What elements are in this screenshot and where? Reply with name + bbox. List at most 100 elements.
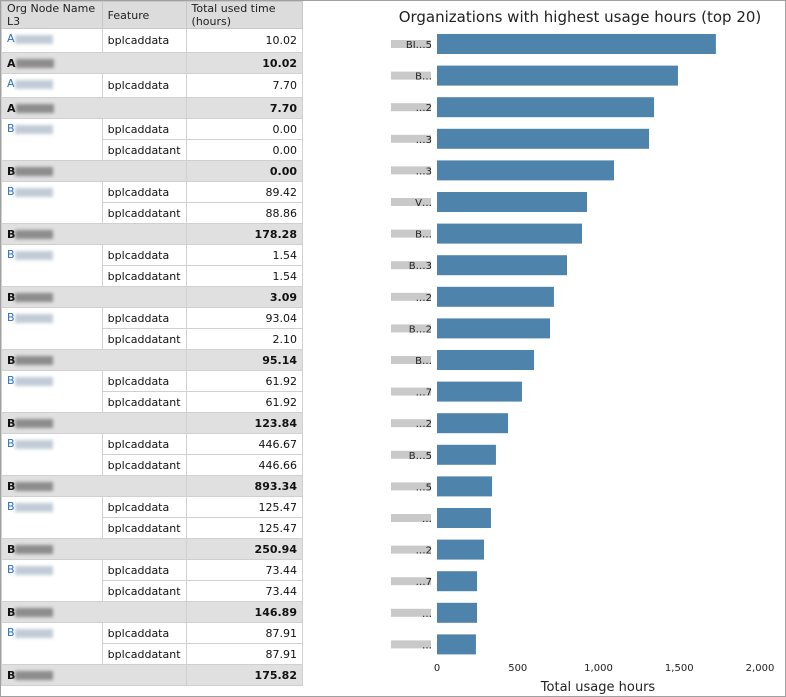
org-name: B — [7, 668, 16, 682]
value-cell: 175.82 — [185, 664, 304, 686]
org-name: B — [7, 353, 16, 367]
org-link-text[interactable]: B — [7, 122, 15, 135]
bar — [437, 413, 509, 434]
org-total-name: B — [1, 349, 187, 371]
redacted-label-bg — [391, 292, 431, 301]
org-total-name: B — [1, 412, 187, 434]
redacted-text — [14, 313, 53, 323]
redacted-text — [14, 376, 53, 386]
feature-cell: bplcaddata — [101, 559, 187, 581]
redacted-label-bg — [391, 450, 431, 459]
redacted-label-bg — [391, 514, 431, 522]
org-link[interactable]: B — [1, 307, 103, 350]
org-link[interactable]: B — [1, 559, 103, 602]
value-cell: 893.34 — [185, 475, 304, 497]
table-total-row: B 3.09 — [1, 286, 304, 308]
org-link-text[interactable]: A — [7, 32, 15, 45]
org-link-text[interactable]: B — [7, 563, 15, 576]
table-total-row: A 7.70 — [1, 97, 304, 119]
org-name: B — [7, 479, 16, 493]
x-tick-label: 2,000 — [746, 663, 775, 674]
org-link[interactable]: B — [1, 370, 103, 413]
value-cell: 7.70 — [185, 97, 304, 119]
value-cell: 95.14 — [185, 349, 304, 371]
x-tick-label: 500 — [508, 663, 527, 674]
value-cell: 250.94 — [185, 538, 304, 560]
header-feature[interactable]: Feature — [101, 1, 187, 29]
value-cell: 146.89 — [185, 601, 304, 623]
org-link[interactable]: A — [1, 28, 103, 53]
org-link[interactable]: A — [1, 73, 103, 98]
bar — [437, 192, 588, 212]
redacted-label-bg — [391, 640, 431, 649]
bar — [437, 160, 615, 181]
bar — [437, 34, 716, 54]
usage-table: Org Node Name L3 Feature Total used time… — [1, 1, 304, 686]
header-total[interactable]: Total used time (hours) — [185, 1, 304, 29]
redacted-text — [15, 230, 54, 239]
table-row: bplcaddatant 0.00 — [2, 139, 304, 161]
org-name: B — [7, 290, 16, 304]
org-link-text[interactable]: A — [7, 77, 15, 90]
org-link[interactable]: B — [1, 118, 103, 161]
org-link-text[interactable]: B — [7, 311, 15, 324]
org-link-text[interactable]: B — [7, 500, 15, 513]
feature-cell: bplcaddatant — [101, 454, 187, 476]
redacted-label-bg — [391, 40, 431, 48]
value-cell: 446.66 — [185, 454, 304, 476]
bar — [437, 128, 650, 149]
feature-cell: bplcaddatant — [101, 517, 187, 539]
feature-cell: bplcaddata — [101, 244, 187, 266]
value-cell: 73.44 — [185, 559, 304, 581]
bar — [437, 350, 535, 370]
org-link-text[interactable]: B — [7, 185, 15, 198]
bar — [437, 539, 484, 560]
redacted-label-bg — [391, 387, 431, 396]
value-cell: 123.84 — [185, 412, 304, 434]
org-link[interactable]: B — [1, 433, 103, 476]
x-tick-label: 1,500 — [665, 663, 694, 674]
org-link-text[interactable]: B — [7, 248, 15, 261]
org-link[interactable]: B — [1, 622, 103, 665]
redacted-text — [15, 104, 54, 113]
redacted-text — [14, 565, 53, 575]
org-link[interactable]: B — [1, 181, 103, 224]
bar — [437, 444, 496, 465]
org-name: A — [7, 56, 16, 70]
category-label: … — [422, 609, 432, 620]
feature-cell: bplcaddata — [101, 181, 187, 203]
table-total-row: B 95.14 — [1, 349, 304, 371]
x-tick-label: 1,000 — [584, 663, 613, 674]
x-tick-label: 0 — [434, 663, 440, 674]
value-cell: 10.02 — [185, 52, 304, 74]
org-total-name: B — [1, 475, 187, 497]
feature-cell: bplcaddatant — [101, 139, 187, 161]
value-cell: 1.54 — [185, 265, 304, 287]
feature-cell: bplcaddata — [101, 433, 187, 455]
header-org[interactable]: Org Node Name L3 — [1, 1, 103, 29]
org-link-text[interactable]: B — [7, 437, 15, 450]
value-cell: 125.47 — [185, 496, 304, 518]
bar — [437, 318, 551, 339]
org-link-text[interactable]: B — [7, 626, 15, 639]
org-total-name: A — [1, 97, 187, 119]
redacted-text — [14, 124, 53, 134]
category-label: …7 — [416, 388, 432, 399]
redacted-label-bg — [391, 198, 431, 206]
value-cell: 7.70 — [185, 73, 304, 98]
redacted-label-bg — [391, 134, 431, 143]
category-label: …2 — [416, 419, 432, 430]
feature-cell: bplcaddata — [101, 73, 187, 98]
bar — [437, 476, 493, 497]
org-link-text[interactable]: B — [7, 374, 15, 387]
org-link[interactable]: B — [1, 496, 103, 539]
bar — [437, 97, 655, 118]
redacted-label-bg — [391, 577, 431, 586]
org-link[interactable]: B — [1, 244, 103, 287]
